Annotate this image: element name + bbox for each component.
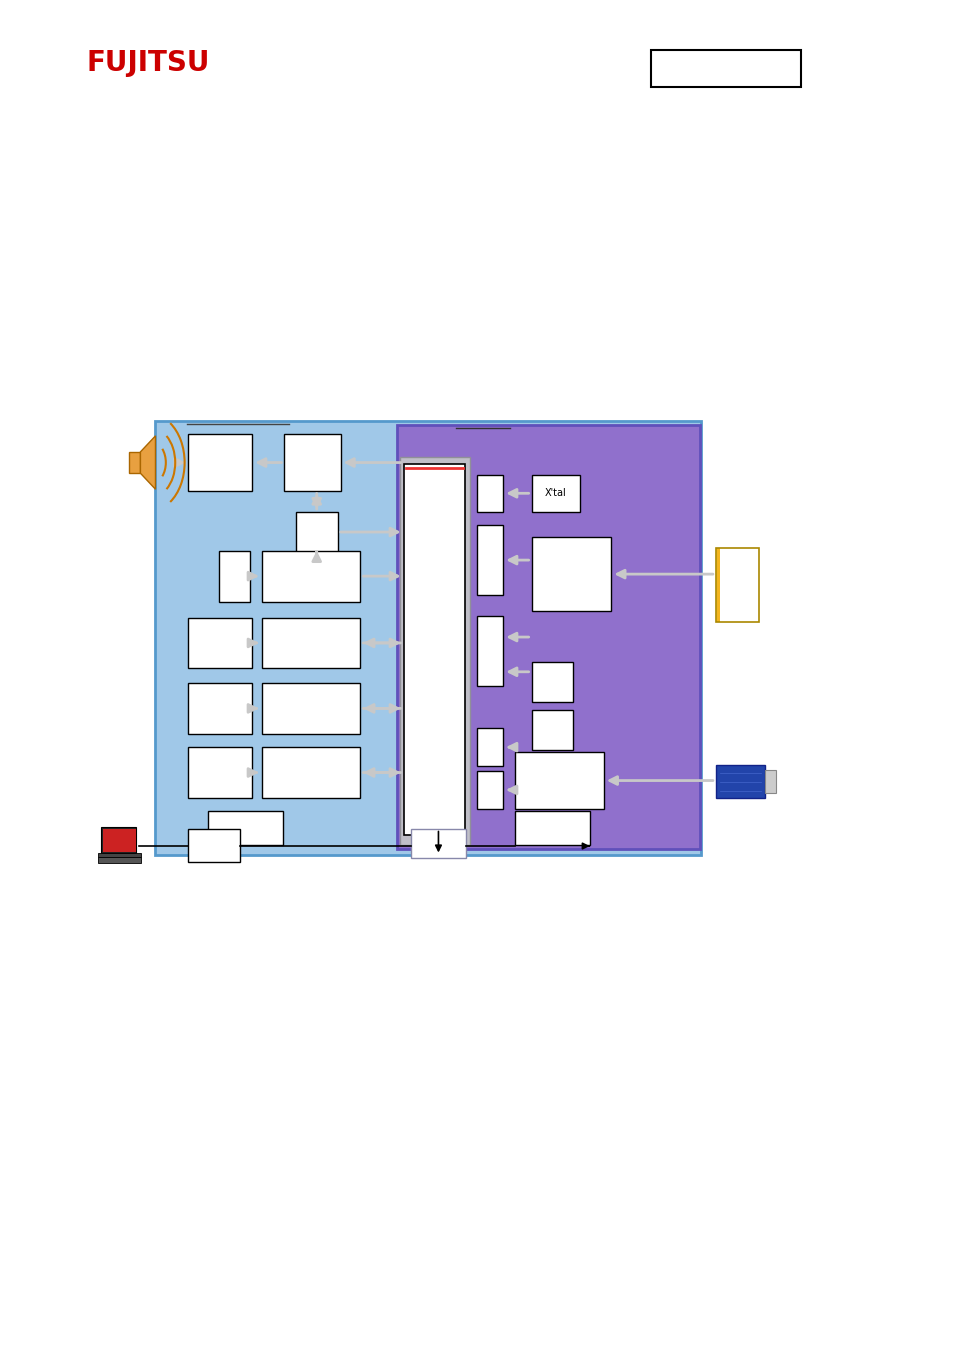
- Bar: [717, 548, 719, 621]
- Bar: [261, 617, 360, 668]
- Bar: [403, 464, 464, 836]
- Bar: [476, 616, 503, 686]
- Bar: [188, 617, 252, 668]
- Bar: [531, 710, 573, 749]
- Bar: [476, 771, 503, 809]
- Bar: [188, 435, 252, 490]
- Bar: [716, 548, 718, 621]
- Bar: [476, 729, 503, 765]
- Bar: [717, 548, 719, 621]
- Bar: [715, 548, 718, 621]
- Bar: [717, 548, 719, 621]
- Bar: [716, 548, 719, 621]
- Bar: [716, 548, 719, 621]
- Bar: [188, 683, 252, 734]
- Bar: [716, 548, 719, 621]
- Bar: [411, 829, 465, 859]
- Bar: [716, 548, 718, 621]
- Bar: [716, 548, 719, 621]
- Bar: [716, 548, 718, 621]
- Bar: [295, 512, 337, 552]
- Bar: [514, 811, 589, 845]
- Bar: [396, 425, 700, 849]
- Bar: [531, 475, 579, 512]
- Bar: [717, 548, 719, 621]
- Polygon shape: [140, 436, 155, 489]
- Bar: [219, 551, 251, 602]
- Bar: [531, 537, 611, 610]
- Bar: [399, 458, 470, 845]
- Bar: [531, 662, 573, 702]
- Bar: [717, 548, 719, 621]
- Bar: [716, 548, 719, 621]
- Bar: [476, 475, 503, 512]
- Text: X'tal: X'tal: [544, 489, 566, 498]
- Bar: [261, 747, 360, 798]
- Bar: [716, 548, 718, 621]
- Bar: [98, 853, 141, 857]
- Bar: [650, 50, 801, 88]
- Bar: [715, 548, 759, 621]
- Bar: [103, 829, 135, 852]
- Bar: [716, 548, 718, 621]
- Bar: [716, 548, 718, 621]
- Bar: [208, 811, 283, 845]
- Bar: [284, 435, 340, 490]
- Bar: [716, 548, 718, 621]
- Bar: [155, 421, 700, 856]
- Bar: [716, 548, 718, 621]
- Bar: [716, 548, 718, 621]
- Bar: [764, 769, 775, 792]
- Bar: [715, 548, 718, 621]
- Bar: [717, 548, 719, 621]
- Bar: [188, 829, 240, 863]
- Bar: [98, 857, 141, 864]
- Bar: [716, 548, 718, 621]
- Bar: [715, 764, 764, 798]
- Bar: [716, 548, 719, 621]
- Bar: [261, 551, 360, 602]
- Bar: [514, 752, 603, 809]
- Bar: [129, 452, 140, 474]
- Bar: [101, 828, 135, 853]
- Bar: [261, 683, 360, 734]
- Bar: [716, 548, 719, 621]
- Text: FUJITSU: FUJITSU: [87, 49, 210, 77]
- Bar: [188, 747, 252, 798]
- Bar: [716, 548, 719, 621]
- Bar: [715, 548, 718, 621]
- Bar: [716, 548, 719, 621]
- Bar: [715, 548, 718, 621]
- Bar: [716, 548, 719, 621]
- Bar: [476, 525, 503, 595]
